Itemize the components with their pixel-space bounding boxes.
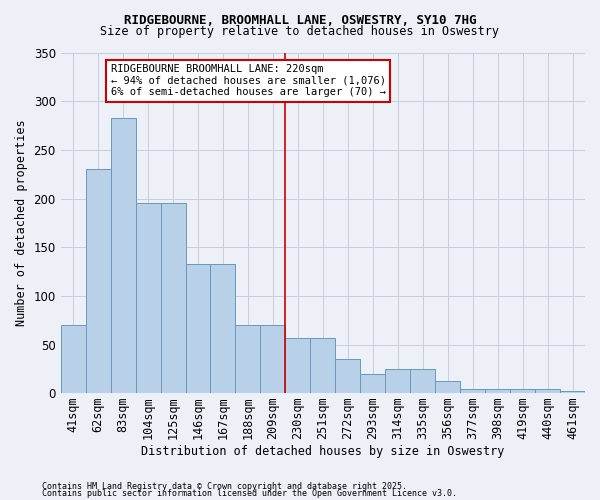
Bar [61, 325, 86, 394]
Bar [385, 369, 410, 394]
Bar [410, 369, 435, 394]
Bar [535, 388, 560, 394]
X-axis label: Distribution of detached houses by size in Oswestry: Distribution of detached houses by size … [141, 444, 505, 458]
Bar [235, 325, 260, 394]
Bar [485, 388, 510, 394]
Text: Contains HM Land Registry data © Crown copyright and database right 2025.: Contains HM Land Registry data © Crown c… [42, 482, 407, 491]
Bar [211, 264, 235, 394]
Bar [560, 392, 585, 394]
Bar [460, 388, 485, 394]
Bar [360, 374, 385, 394]
Bar [86, 170, 110, 394]
Bar [286, 338, 310, 394]
Y-axis label: Number of detached properties: Number of detached properties [15, 120, 28, 326]
Bar [110, 118, 136, 394]
Bar [435, 381, 460, 394]
Bar [161, 202, 185, 394]
Bar [510, 388, 535, 394]
Bar [335, 360, 360, 394]
Bar [185, 264, 211, 394]
Bar [310, 338, 335, 394]
Text: Contains public sector information licensed under the Open Government Licence v3: Contains public sector information licen… [42, 490, 457, 498]
Text: RIDGEBOURNE, BROOMHALL LANE, OSWESTRY, SY10 7HG: RIDGEBOURNE, BROOMHALL LANE, OSWESTRY, S… [124, 14, 476, 27]
Bar [136, 202, 161, 394]
Text: RIDGEBOURNE BROOMHALL LANE: 220sqm
← 94% of detached houses are smaller (1,076)
: RIDGEBOURNE BROOMHALL LANE: 220sqm ← 94%… [110, 64, 386, 98]
Text: Size of property relative to detached houses in Oswestry: Size of property relative to detached ho… [101, 25, 499, 38]
Bar [260, 325, 286, 394]
